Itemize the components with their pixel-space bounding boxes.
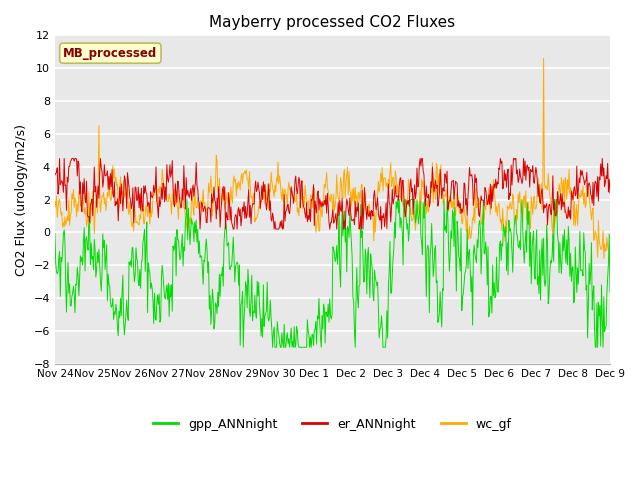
Text: MB_processed: MB_processed [63, 47, 157, 60]
Title: Mayberry processed CO2 Fluxes: Mayberry processed CO2 Fluxes [209, 15, 456, 30]
Y-axis label: CO2 Flux (urology/m2/s): CO2 Flux (urology/m2/s) [15, 123, 28, 276]
Legend: gpp_ANNnight, er_ANNnight, wc_gf: gpp_ANNnight, er_ANNnight, wc_gf [148, 413, 517, 436]
